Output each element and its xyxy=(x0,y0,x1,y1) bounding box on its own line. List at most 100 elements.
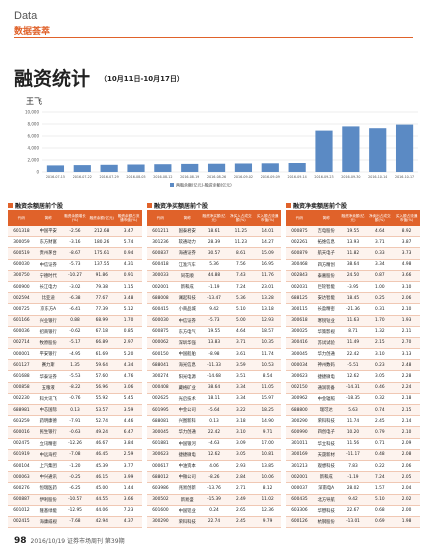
table-cell: 688008 xyxy=(147,292,174,305)
table-block: 融资余额居前个股 代码 简称 融资余额增长(%) 融资余额(亿元) 融资余额占流通市值(%… xyxy=(8,200,142,529)
table-cell: 44.55 xyxy=(88,494,116,506)
table-cell: 10.53 xyxy=(254,359,281,372)
table-cell: -5.53 xyxy=(61,370,89,383)
table-cell: 13.83 xyxy=(200,337,228,350)
table-cell: 8.54 xyxy=(254,370,281,383)
table-cell: 国泰君安 xyxy=(173,226,201,238)
table-title: 融资净卖额居前个股 xyxy=(286,200,420,210)
table-cell: 寒锐钴业 xyxy=(312,315,340,327)
y-tick-label: 4,000 xyxy=(28,146,40,151)
table-cell: 中油资本 xyxy=(173,460,201,473)
table-cell: 15.97 xyxy=(254,393,281,406)
table-cell: 2.14 xyxy=(393,415,420,428)
table-cell: 招商银行 xyxy=(34,326,62,338)
table-row: 002150 通润装备 -14.31 0.46 2.24 xyxy=(286,382,420,394)
table-cell: 安达智能 xyxy=(312,292,340,305)
table-row: 300468 四方精创 38.64 3.34 4.98 xyxy=(286,259,420,271)
table-cell: 3.66 xyxy=(393,270,420,282)
table-cell: 601318 xyxy=(8,226,35,238)
table-cell: 华立科技 xyxy=(312,438,340,450)
table-cell: 赛力斯 xyxy=(34,359,62,372)
table-cell: 137.55 xyxy=(88,259,116,271)
x-tick-label: 2016-09-23 xyxy=(314,175,333,179)
table-cell: 4.76 xyxy=(115,370,142,383)
table-cell: -15.39 xyxy=(200,494,228,506)
table-row: 300115 长盈精密 -21.36 0.31 2.10 xyxy=(286,303,420,316)
table-cell: -14.31 xyxy=(339,382,367,394)
table-cell: 2.09 xyxy=(393,438,420,450)
table-cell: 北方导航 xyxy=(312,494,340,506)
table-cell: 38.64 xyxy=(339,259,367,271)
table-row: 601318 中国平安 -2.56 212.68 3.47 xyxy=(8,226,142,238)
column-header: 简称 xyxy=(173,210,201,226)
table-cell: 深南电A xyxy=(312,482,340,495)
table-cell: 2.04 xyxy=(393,482,420,495)
table-cell: 华策影视 xyxy=(312,326,340,338)
table-cell: -11.17 xyxy=(339,449,367,461)
x-tick-label: 2016-08-12 xyxy=(153,175,172,179)
table-row: 300033 同花顺 44.88 7.43 11.76 xyxy=(147,270,281,282)
table-cell: 601012 xyxy=(8,505,35,517)
table-cell: 002594 xyxy=(8,292,35,305)
table-cell: 3.71 xyxy=(366,236,394,249)
table-cell: 000062 xyxy=(147,337,174,350)
bar xyxy=(207,163,226,172)
title-marker xyxy=(286,202,291,208)
table-title: 融资余额居前个股 xyxy=(8,200,142,210)
table-cell: 2.65 xyxy=(227,505,255,517)
table-cell: -10.57 xyxy=(61,494,89,506)
table-cell: 东方财富 xyxy=(34,236,62,249)
table-cell: -0.62 xyxy=(61,326,89,338)
table-row: 002001 新和成 -1.19 7.24 23.01 xyxy=(147,281,281,294)
table-cell: 000875 xyxy=(286,226,313,238)
x-tick-label: 2016-10-14 xyxy=(368,175,387,179)
table-cell: 7.24 xyxy=(227,281,255,294)
table-cell: -3.02 xyxy=(61,281,89,294)
table-cell: 江淮汽车 xyxy=(173,259,201,271)
table-row: 601166 兴业银行 0.88 68.99 1.70 xyxy=(8,315,142,327)
table-cell: 1.93 xyxy=(393,315,420,327)
table-cell: 49.24 xyxy=(88,426,116,439)
table-cell: 9.71 xyxy=(254,426,281,439)
table-row: 000062 深圳华强 13.83 3.71 10.35 xyxy=(147,337,281,350)
table-cell: 民生银行 xyxy=(34,426,62,439)
table-cell: -1.19 xyxy=(200,281,228,294)
table-cell: 7.23 xyxy=(115,505,142,517)
table-row: 002843 泰嘉股份 24.50 0.87 3.66 xyxy=(286,270,420,282)
table-cell: 2.93 xyxy=(227,460,255,473)
table-cell: 杭钢股份 xyxy=(312,516,340,529)
bar xyxy=(315,130,333,172)
table-cell: 300290 xyxy=(286,415,313,428)
table-cell: 0.91 xyxy=(115,270,142,282)
table-cell: 0.69 xyxy=(366,516,394,529)
table-cell: 澜起科技 xyxy=(173,292,201,305)
author: 王飞 xyxy=(26,97,42,106)
table-cell: 11.74 xyxy=(254,348,281,361)
table-cell: 301011 xyxy=(286,438,313,450)
table-cell: 阳光电源 xyxy=(173,370,201,383)
table-row: 601881 中国银河 -4.63 3.09 17.00 xyxy=(147,438,281,450)
table-cell: 3.61 xyxy=(227,348,255,361)
table-cell: 2.18 xyxy=(393,393,420,406)
table-row: 600030 中信证券 -5.73 5.00 12.93 xyxy=(147,315,281,327)
table-cell: 药明康德 xyxy=(34,415,62,428)
table-row: 601688 华泰证券 -5.53 57.60 4.76 xyxy=(8,370,142,383)
table-cell: 300502 xyxy=(147,494,174,506)
column-header: 买入额占流通市值(%) xyxy=(393,210,420,226)
x-tick-label: 2016-09-09 xyxy=(261,175,280,179)
table-cell: 牧原股份 xyxy=(34,337,62,350)
table-cell: -13.01 xyxy=(339,516,367,529)
table-cell: 2.06 xyxy=(393,460,420,473)
table-cell: -6.41 xyxy=(61,303,89,316)
table-cell: 11.49 xyxy=(339,337,367,350)
table-cell: 3.84 xyxy=(115,438,142,450)
table-cell: 600875 xyxy=(147,326,174,338)
table-cell: 300623 xyxy=(147,449,174,461)
table-cell: 神州数码 xyxy=(312,359,340,372)
table-row: 000034 神州数码 -5.51 0.23 2.48 xyxy=(286,359,420,372)
table-cell: 002031 xyxy=(286,281,313,294)
table-cell: 601919 xyxy=(8,449,35,461)
table-cell: 0.71 xyxy=(366,438,394,450)
table-row: 000037 深南电A 28.02 1.57 2.04 xyxy=(286,482,420,495)
table-row: 300502 新易盛 -15.39 2.49 11.02 xyxy=(147,494,281,506)
